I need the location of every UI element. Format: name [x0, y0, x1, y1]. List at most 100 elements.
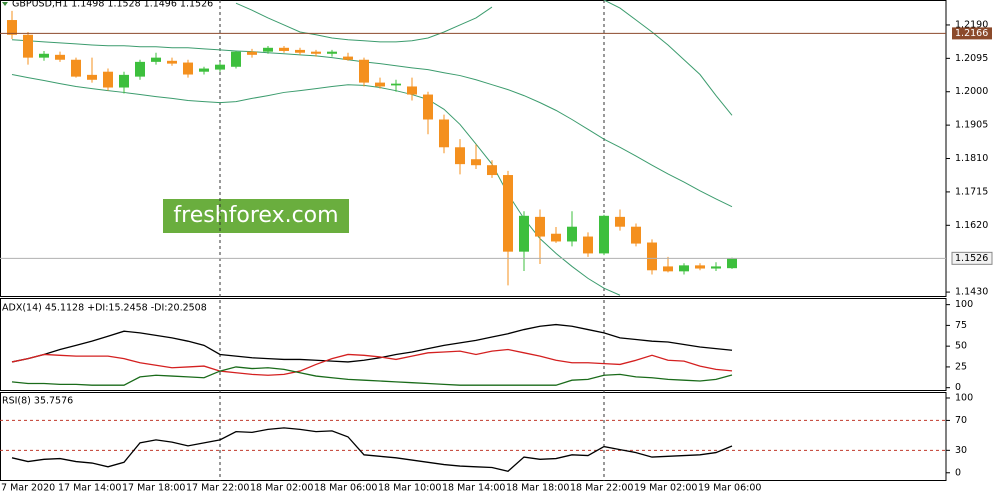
- y-tick-label: 1.1620: [955, 220, 988, 231]
- y-tick-label: 25: [955, 361, 967, 372]
- candle-body: [663, 266, 673, 272]
- candle-body: [375, 82, 385, 87]
- candle-body: [519, 215, 529, 252]
- price-level-box: [952, 27, 992, 40]
- indicator-line: [11, 366, 733, 386]
- watermark-box: [163, 199, 349, 233]
- x-tick-label: 17 Mar 22:00: [186, 483, 249, 494]
- candle-body: [119, 74, 129, 88]
- panel-frame: [0, 298, 947, 391]
- candle-body: [551, 233, 561, 242]
- current-price-label: 1.1526: [955, 253, 988, 264]
- candle-body: [327, 51, 337, 54]
- y-tick-label: 0: [955, 467, 961, 478]
- price-level-label: 1.2166: [955, 28, 988, 39]
- panel-frame: [0, 392, 947, 481]
- candle-body: [695, 265, 705, 269]
- x-tick-label: 17 Mar 14:00: [58, 483, 121, 494]
- panel-0: [7, 0, 737, 296]
- watermark: freshforex.com: [173, 203, 338, 228]
- candle-body: [407, 86, 417, 95]
- candle-body: [439, 119, 449, 148]
- y-tick-label: 30: [955, 445, 967, 456]
- candle-body: [631, 226, 641, 244]
- x-tick-label: 18 Mar 02:00: [250, 483, 313, 494]
- candle-body: [599, 215, 609, 254]
- chart-title: GBPUSD,H1 1.1498 1.1528 1.1496 1.1526: [12, 0, 213, 10]
- candle-body: [647, 242, 657, 271]
- candle-body: [279, 47, 289, 51]
- candle-body: [503, 175, 513, 252]
- candle-body: [87, 74, 97, 80]
- adx-title: ADX(14) 45.1128 +DI:15.2458 -DI:20.2508: [2, 303, 207, 314]
- candle-body: [231, 51, 241, 67]
- x-tick-label: 18 Mar 22:00: [570, 483, 633, 494]
- title-icon: [2, 2, 8, 6]
- x-tick-label: 18 Mar 10:00: [378, 483, 441, 494]
- candle-body: [215, 64, 225, 70]
- candle-body: [263, 47, 273, 52]
- x-tick-label: 19 Mar 06:00: [698, 483, 761, 494]
- x-tick-label: 18 Mar 18:00: [506, 483, 569, 494]
- y-tick-label: 1.1430: [955, 287, 988, 298]
- y-tick-label: 75: [955, 320, 967, 331]
- candle-body: [199, 68, 209, 72]
- candle-body: [295, 49, 305, 53]
- candle-body: [471, 159, 481, 166]
- y-tick-label: 1.1715: [955, 186, 988, 197]
- candle-body: [423, 94, 433, 120]
- x-tick-label: 18 Mar 06:00: [314, 483, 377, 494]
- current-price-box: [951, 251, 993, 265]
- candle-body: [343, 56, 353, 60]
- candle-body: [567, 226, 577, 242]
- candle-body: [151, 57, 161, 62]
- candle-body: [583, 236, 593, 254]
- x-tick-label: 18 Mar 14:00: [442, 483, 505, 494]
- candle-body: [247, 51, 257, 55]
- candle-body: [7, 20, 17, 35]
- y-tick-label: 1.2095: [955, 53, 988, 64]
- candle-body: [23, 34, 33, 58]
- panel-1: [11, 323, 733, 386]
- candle-body: [135, 61, 145, 77]
- candle-body: [55, 54, 65, 60]
- panel-frame: [0, 0, 947, 297]
- indicator-line: [11, 348, 733, 376]
- y-tick-label: 50: [955, 341, 967, 352]
- candle-body: [487, 165, 497, 176]
- candle-body: [679, 265, 689, 272]
- y-tick-label: 1.1905: [955, 120, 988, 131]
- candle-body: [71, 59, 81, 77]
- indicator-line: [11, 427, 733, 472]
- candle-body: [535, 216, 545, 237]
- candle-body: [183, 62, 193, 75]
- y-tick-label: 0: [955, 382, 961, 393]
- candle-body: [455, 147, 465, 165]
- y-tick-label: 100: [955, 392, 973, 403]
- candle-body: [711, 266, 721, 269]
- candle-body: [311, 51, 321, 54]
- y-tick-label: 70: [955, 415, 967, 426]
- candle-body: [615, 216, 625, 227]
- y-tick-label: 100: [955, 299, 973, 310]
- candle-body: [727, 258, 737, 269]
- band: [235, 0, 733, 116]
- band: [11, 39, 733, 208]
- indicator-line: [11, 323, 733, 363]
- y-tick-label: 1.2190: [955, 19, 988, 30]
- candle-body: [359, 59, 369, 83]
- band: [11, 74, 621, 296]
- candle-body: [39, 53, 49, 58]
- candle-body: [391, 83, 401, 86]
- x-tick-label: 17 Mar 18:00: [122, 483, 185, 494]
- y-tick-label: 1.2000: [955, 86, 988, 97]
- panel-2: [0, 419, 946, 472]
- candle-body: [103, 71, 113, 88]
- x-tick-label: 7 Mar 2020: [1, 483, 55, 494]
- rsi-title: RSI(8) 35.7576: [2, 396, 73, 407]
- candle-body: [167, 60, 177, 64]
